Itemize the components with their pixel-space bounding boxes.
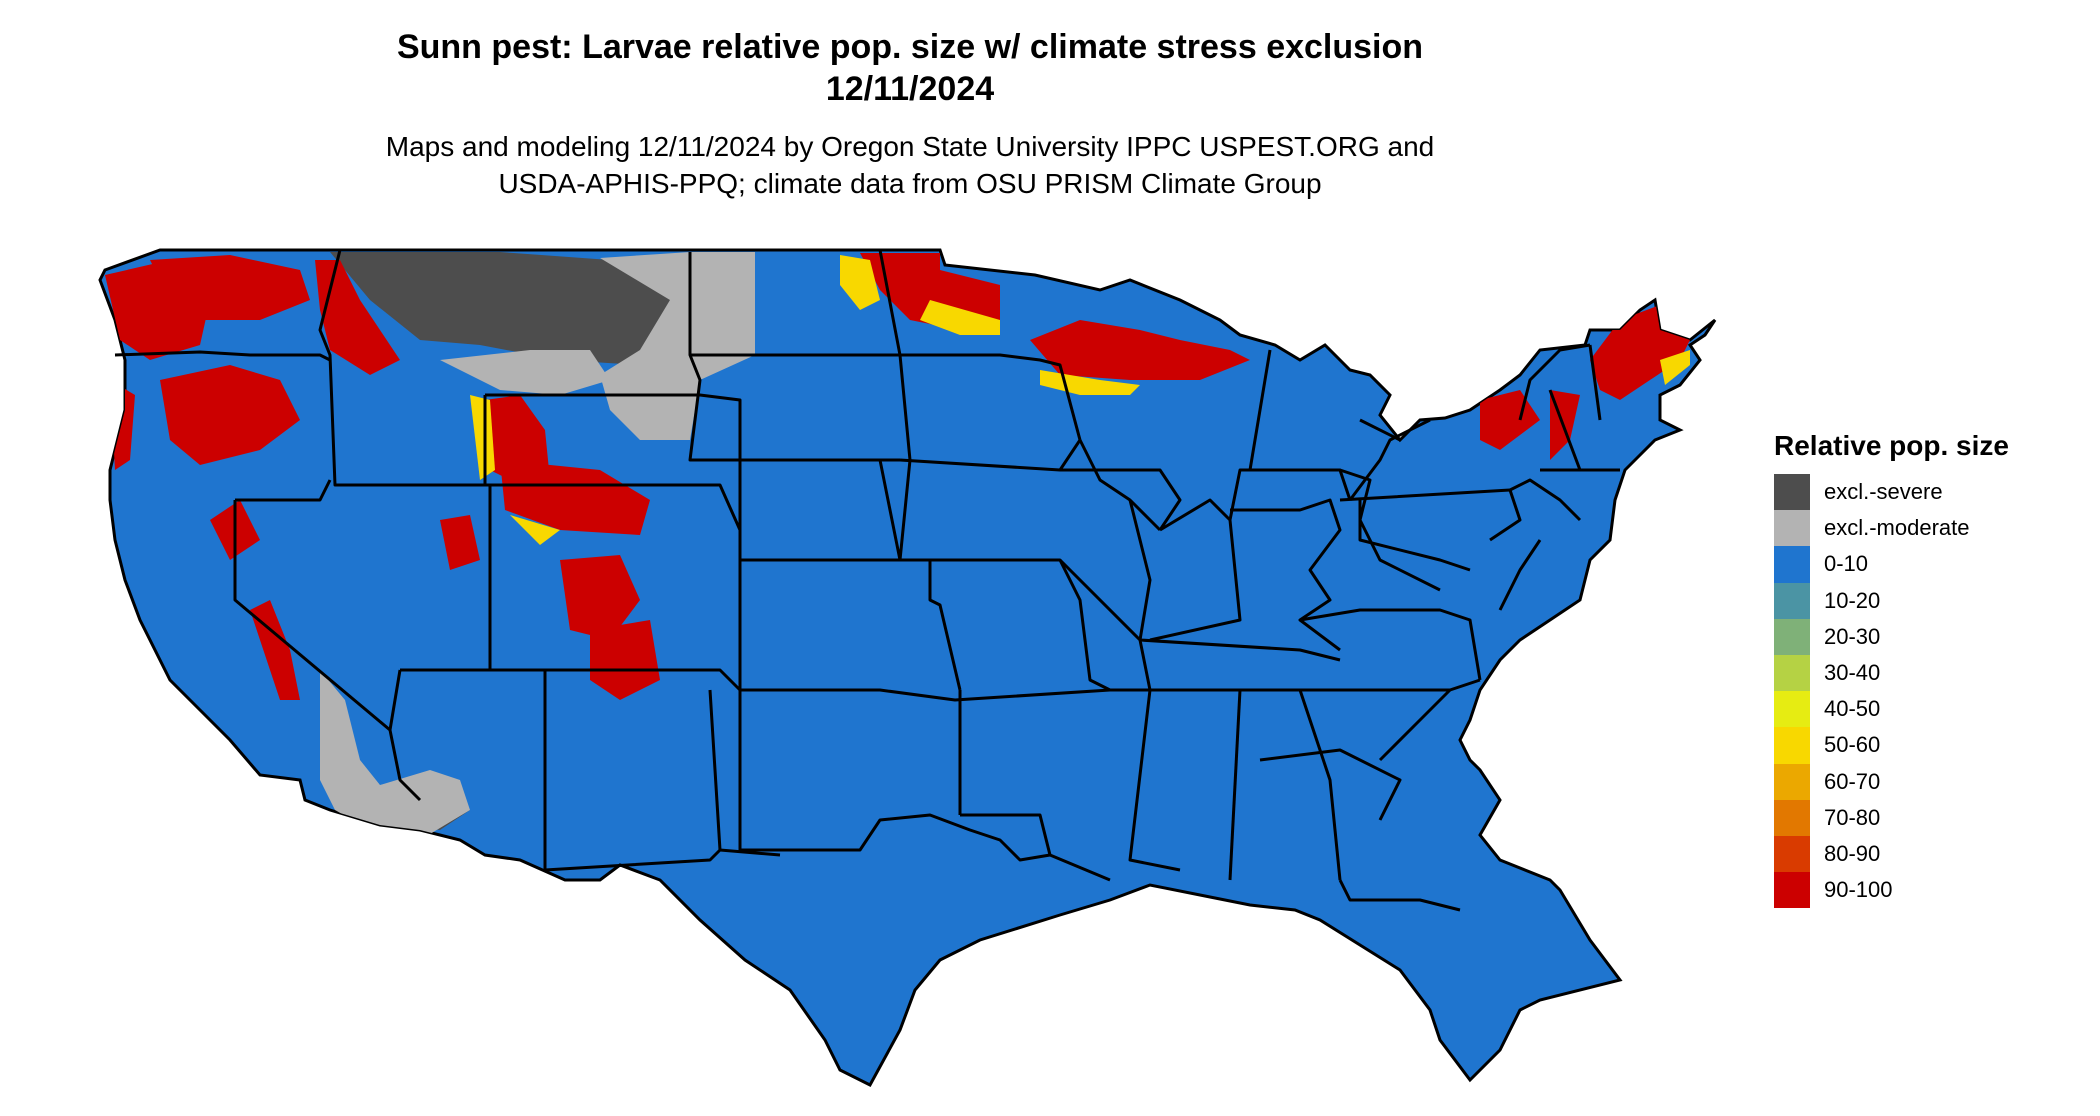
legend-label: 80-90 — [1824, 840, 1881, 866]
legend-swatch — [1774, 618, 1810, 655]
legend-item: 20-30 — [1774, 618, 2009, 655]
legend-label: 10-20 — [1824, 587, 1881, 613]
mid-risk-zone — [470, 255, 1690, 545]
subtitle-line-1: Maps and modeling 12/11/2024 by Oregon S… — [385, 131, 1435, 162]
us-landmass — [98, 248, 1717, 1087]
excluded-moderate-zone — [320, 252, 755, 840]
legend-title: Relative pop. size — [1774, 430, 2009, 461]
legend-items: excl.-severe excl.-moderate 0-10 10-20 20-30… — [1774, 474, 2009, 909]
subtitle-block: Maps and modeling 12/11/2024 by Oregon S… — [290, 128, 1530, 202]
legend-label: 40-50 — [1824, 696, 1881, 722]
legend-swatch — [1774, 763, 1810, 800]
legend-item: 80-90 — [1774, 835, 2009, 873]
legend-swatch — [1774, 872, 1810, 909]
legend-item: 70-80 — [1774, 799, 2009, 836]
legend-item: 50-60 — [1774, 727, 2009, 764]
legend-swatch — [1774, 474, 1810, 511]
map-overlays — [105, 252, 1690, 840]
legend-swatch — [1774, 835, 1810, 873]
legend-item: 0-10 — [1774, 546, 2009, 583]
legend-label: 20-30 — [1824, 623, 1881, 649]
state-boundaries — [114, 249, 1620, 912]
legend-item: 40-50 — [1774, 691, 2009, 728]
legend-swatch — [1774, 727, 1810, 764]
legend-swatch — [1774, 654, 1810, 692]
map-date: 12/11/2024 — [825, 70, 995, 108]
map-title: Sunn pest: Larvae relative pop. size w/ … — [396, 28, 1424, 66]
legend-label: 70-80 — [1824, 804, 1881, 830]
legend-swatch — [1774, 546, 1810, 583]
legend: Relative pop. size excl.-severe excl.-mod… — [1774, 430, 2009, 909]
legend-swatch — [1774, 582, 1810, 619]
legend-item: excl.-severe — [1774, 474, 2009, 511]
title-block: Sunn pest: Larvae relative pop. size w/ … — [290, 26, 1530, 202]
legend-swatch — [1774, 691, 1810, 728]
legend-label: 0-10 — [1824, 551, 1869, 577]
subtitle-line-2: USDA-APHIS-PPQ; climate data from OSU PR… — [498, 168, 1322, 199]
legend-label: excl.-severe — [1824, 479, 1943, 505]
legend-label: excl.-moderate — [1824, 515, 1970, 541]
legend-swatch — [1774, 510, 1810, 547]
legend-label: 60-70 — [1824, 768, 1881, 794]
legend-label: 90-100 — [1824, 877, 1893, 903]
legend-label: 30-40 — [1824, 660, 1881, 686]
legend-item: 90-100 — [1774, 872, 2009, 909]
legend-item: excl.-moderate — [1774, 510, 2009, 547]
legend-item: 60-70 — [1774, 763, 2009, 800]
legend-item: 30-40 — [1774, 654, 2009, 692]
legend-swatch — [1774, 799, 1810, 836]
legend-item: 10-20 — [1774, 582, 2009, 619]
legend-label: 50-60 — [1824, 732, 1881, 758]
